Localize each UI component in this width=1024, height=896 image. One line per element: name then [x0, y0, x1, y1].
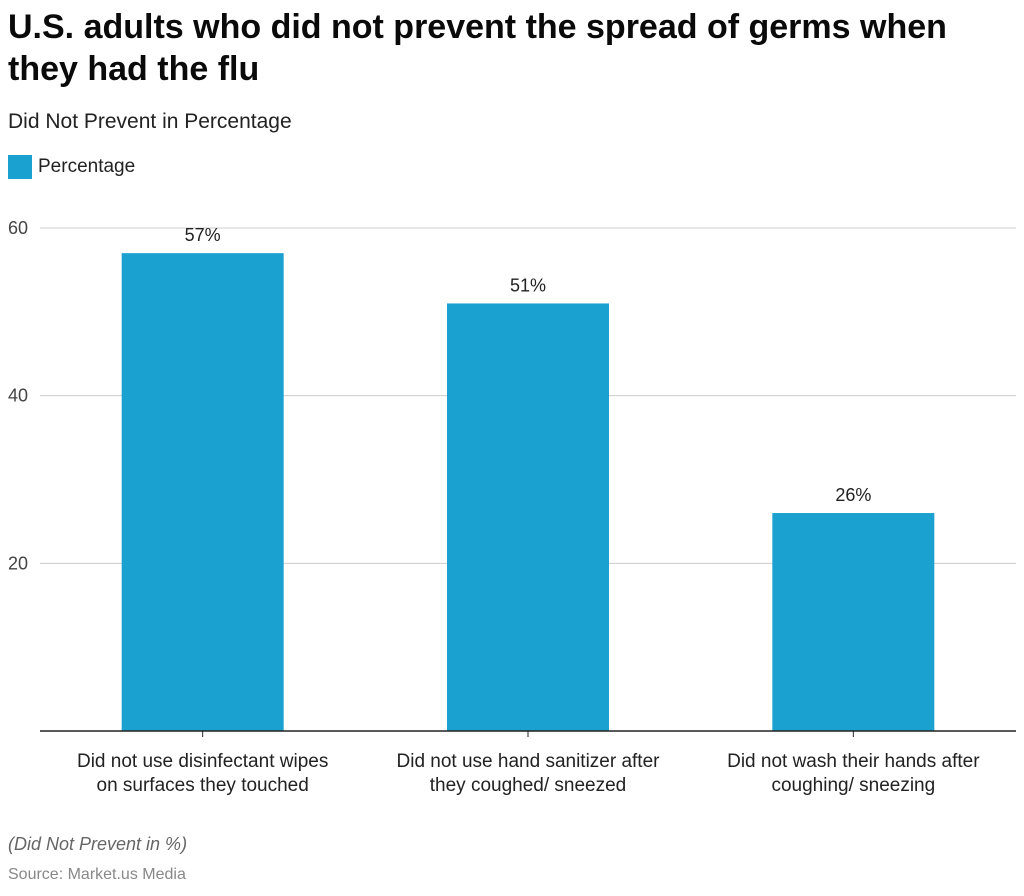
data-label: 57%	[185, 225, 221, 245]
bar	[121, 253, 284, 731]
chart-subtitle: Did Not Prevent in Percentage	[8, 110, 292, 133]
x-tick-label: Did not use hand sanitizer after they cou…	[397, 751, 661, 796]
source-text: Source: Market.us Media	[8, 866, 186, 883]
legend: Percentage	[8, 155, 135, 179]
x-tick-label: Did not use disinfectant wipes on surface…	[77, 751, 328, 796]
x-tick-label: Did not wash their hands after coughing/ …	[727, 751, 980, 796]
data-label: 51%	[510, 275, 546, 295]
bar	[772, 513, 935, 731]
y-tick-label: 20	[8, 553, 28, 573]
unit-note: (Did Not Prevent in %)	[8, 834, 188, 854]
chart-title: U.S. adults who did not prevent the spre…	[8, 8, 947, 88]
legend-swatch	[8, 155, 32, 179]
y-tick-label: 60	[8, 218, 28, 238]
y-tick-label: 40	[8, 386, 28, 406]
data-label: 26%	[835, 485, 871, 505]
legend-label: Percentage	[38, 156, 136, 177]
bar	[447, 303, 609, 731]
